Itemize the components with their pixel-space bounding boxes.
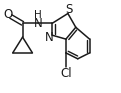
Text: N: N (45, 31, 54, 44)
Text: S: S (65, 3, 73, 16)
Text: Cl: Cl (60, 67, 72, 80)
Text: N: N (34, 17, 43, 30)
Text: O: O (3, 8, 12, 21)
Text: H: H (34, 11, 42, 20)
